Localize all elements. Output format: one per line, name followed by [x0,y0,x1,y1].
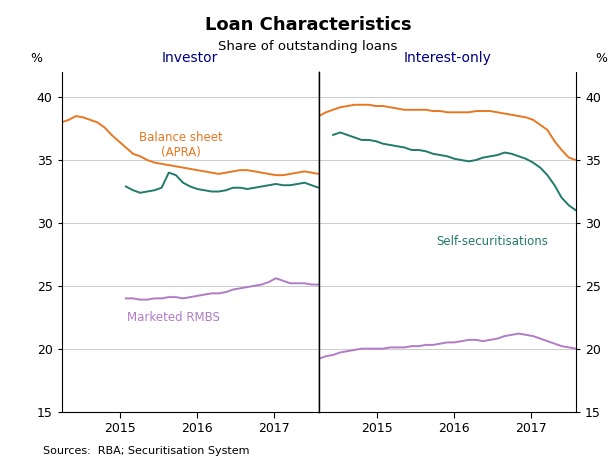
Text: Self-securitisations: Self-securitisations [437,235,548,248]
Text: Loan Characteristics: Loan Characteristics [205,16,411,34]
Text: Balance sheet
(APRA): Balance sheet (APRA) [139,131,223,159]
Text: Marketed RMBS: Marketed RMBS [127,311,220,324]
Text: %: % [596,52,607,65]
Text: %: % [30,52,42,65]
Text: Sources:  RBA; Securitisation System: Sources: RBA; Securitisation System [43,445,249,456]
Text: Interest-only: Interest-only [403,51,492,65]
Text: Share of outstanding loans: Share of outstanding loans [218,40,398,53]
Text: Investor: Investor [162,51,219,65]
